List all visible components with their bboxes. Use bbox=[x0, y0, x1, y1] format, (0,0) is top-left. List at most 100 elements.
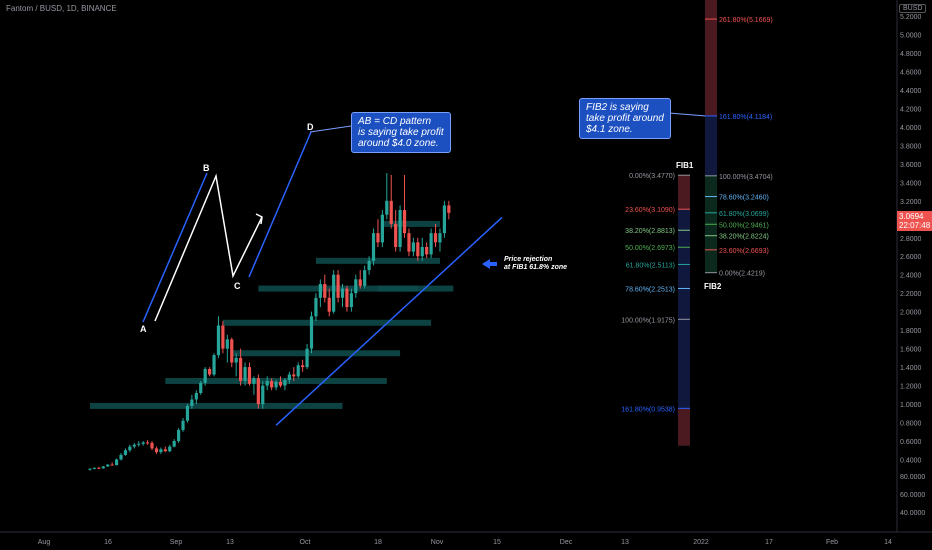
fib2-title: FIB2 bbox=[704, 282, 722, 291]
candle-body bbox=[429, 233, 433, 255]
candle-body bbox=[92, 467, 97, 469]
candle-body bbox=[203, 368, 207, 383]
candle-body bbox=[380, 214, 384, 243]
candle-body bbox=[137, 443, 141, 445]
fib1-level-label: 100.00%(1.9175) bbox=[621, 317, 675, 324]
y-tick-label: 2.8000 bbox=[900, 236, 922, 243]
candle-body bbox=[185, 405, 190, 421]
candle-body bbox=[301, 365, 305, 368]
y-tick-label: 5.2000 bbox=[900, 14, 922, 21]
zone-band bbox=[377, 285, 418, 292]
current-price-label: 3.0694 22:07:48 bbox=[897, 211, 932, 231]
candle-body bbox=[88, 468, 92, 470]
point-d-label: D bbox=[307, 122, 314, 132]
point-a-label: A bbox=[140, 324, 147, 334]
candle-body bbox=[212, 355, 216, 375]
point-c-label: C bbox=[234, 281, 241, 291]
cd-projection-line bbox=[248, 131, 312, 278]
y-tick-label: 0.6000 bbox=[900, 439, 922, 446]
candle-body bbox=[225, 339, 229, 349]
point-b-label: B bbox=[203, 163, 210, 173]
y-tick-label: 1.2000 bbox=[900, 384, 922, 391]
candle-body bbox=[327, 297, 331, 312]
countdown-value: 22:07:48 bbox=[899, 221, 931, 230]
y-tick-label: 1.0000 bbox=[900, 402, 922, 409]
y-tick-label: 1.6000 bbox=[900, 347, 922, 354]
zone-band bbox=[382, 220, 440, 227]
currency-badge[interactable]: BUSD bbox=[899, 4, 927, 13]
candle-body bbox=[420, 247, 424, 257]
candle-body bbox=[123, 450, 128, 455]
y-tick-label: 2.2000 bbox=[900, 291, 922, 298]
candle-body bbox=[363, 270, 367, 286]
fib2-level-label: 23.60%(2.6693) bbox=[719, 248, 769, 255]
fib2-level-label: 161.80%(4.1184) bbox=[719, 114, 772, 121]
candle-body bbox=[447, 205, 451, 213]
rejection-note: Price rejection at FIB1 61.8% zone bbox=[504, 256, 568, 271]
rejection-arrow-icon bbox=[482, 259, 497, 269]
candle-body bbox=[367, 260, 371, 271]
candle-body bbox=[340, 288, 345, 298]
y-tick-label: 4.6000 bbox=[900, 69, 922, 76]
x-tick-label: 18 bbox=[374, 539, 382, 546]
current-price-value: 3.0694 bbox=[899, 212, 924, 221]
candle-body bbox=[402, 210, 407, 234]
candle-body bbox=[438, 233, 442, 243]
candle-body bbox=[234, 357, 238, 363]
x-tick-label: Dec bbox=[560, 539, 573, 546]
candle-body bbox=[296, 365, 300, 377]
candle-body bbox=[287, 374, 291, 381]
candle-body bbox=[190, 399, 194, 406]
candle-body bbox=[261, 385, 265, 405]
x-tick-label: 13 bbox=[621, 539, 629, 546]
y-tick-label: 4.4000 bbox=[900, 88, 922, 95]
fib2-level-label: 0.00%(2.4219) bbox=[719, 271, 765, 278]
candle-body bbox=[141, 442, 145, 444]
candle-body bbox=[309, 316, 314, 349]
candle-body bbox=[442, 205, 446, 234]
x-tick-label: Nov bbox=[431, 539, 444, 546]
fib1-title: FIB1 bbox=[676, 161, 694, 170]
candle-body bbox=[318, 283, 322, 298]
fib1-band bbox=[678, 408, 690, 446]
candle-body bbox=[354, 279, 358, 294]
candle-body bbox=[274, 381, 278, 388]
candle-body bbox=[101, 466, 105, 469]
candle-body bbox=[154, 448, 159, 453]
ab-projection-line bbox=[142, 172, 208, 323]
zone-band bbox=[90, 402, 343, 409]
candle-body bbox=[407, 233, 411, 252]
x-tick-label: 16 bbox=[104, 539, 112, 546]
candle-body bbox=[371, 233, 376, 261]
candle-body bbox=[114, 459, 119, 466]
fib2-level-label: 78.60%(3.2460) bbox=[719, 195, 769, 202]
candle-body bbox=[168, 446, 172, 452]
candle-body bbox=[97, 467, 101, 469]
candle-body bbox=[314, 297, 318, 317]
candle-body bbox=[376, 233, 380, 243]
candle-body bbox=[177, 429, 181, 442]
candle-body bbox=[247, 367, 252, 384]
y-tick-label: 2.0000 bbox=[900, 310, 922, 317]
candle-body bbox=[358, 279, 362, 286]
zone-band bbox=[222, 319, 432, 326]
candle-body bbox=[239, 357, 243, 381]
candle-body bbox=[181, 420, 185, 430]
y-tick-label: 40.0000 bbox=[900, 510, 925, 517]
y-tick-label: 0.4000 bbox=[900, 458, 922, 465]
candle-body bbox=[265, 380, 269, 386]
candle-body bbox=[389, 200, 393, 224]
fib1-band bbox=[678, 175, 690, 210]
candle-body bbox=[172, 441, 176, 447]
fib1-level-label: 0.00%(3.4770) bbox=[629, 173, 675, 180]
candle-body bbox=[425, 247, 429, 255]
candle-body bbox=[221, 325, 225, 349]
candle-body bbox=[305, 348, 309, 368]
abcd-note-pointer bbox=[309, 125, 352, 133]
candle-body bbox=[110, 464, 114, 466]
y-tick-label: 80.0000 bbox=[900, 474, 925, 481]
candle-body bbox=[243, 367, 247, 381]
chart-title: Fantom / BUSD, 1D, BINANCE bbox=[6, 4, 117, 13]
abcd-pattern-line bbox=[154, 173, 263, 322]
